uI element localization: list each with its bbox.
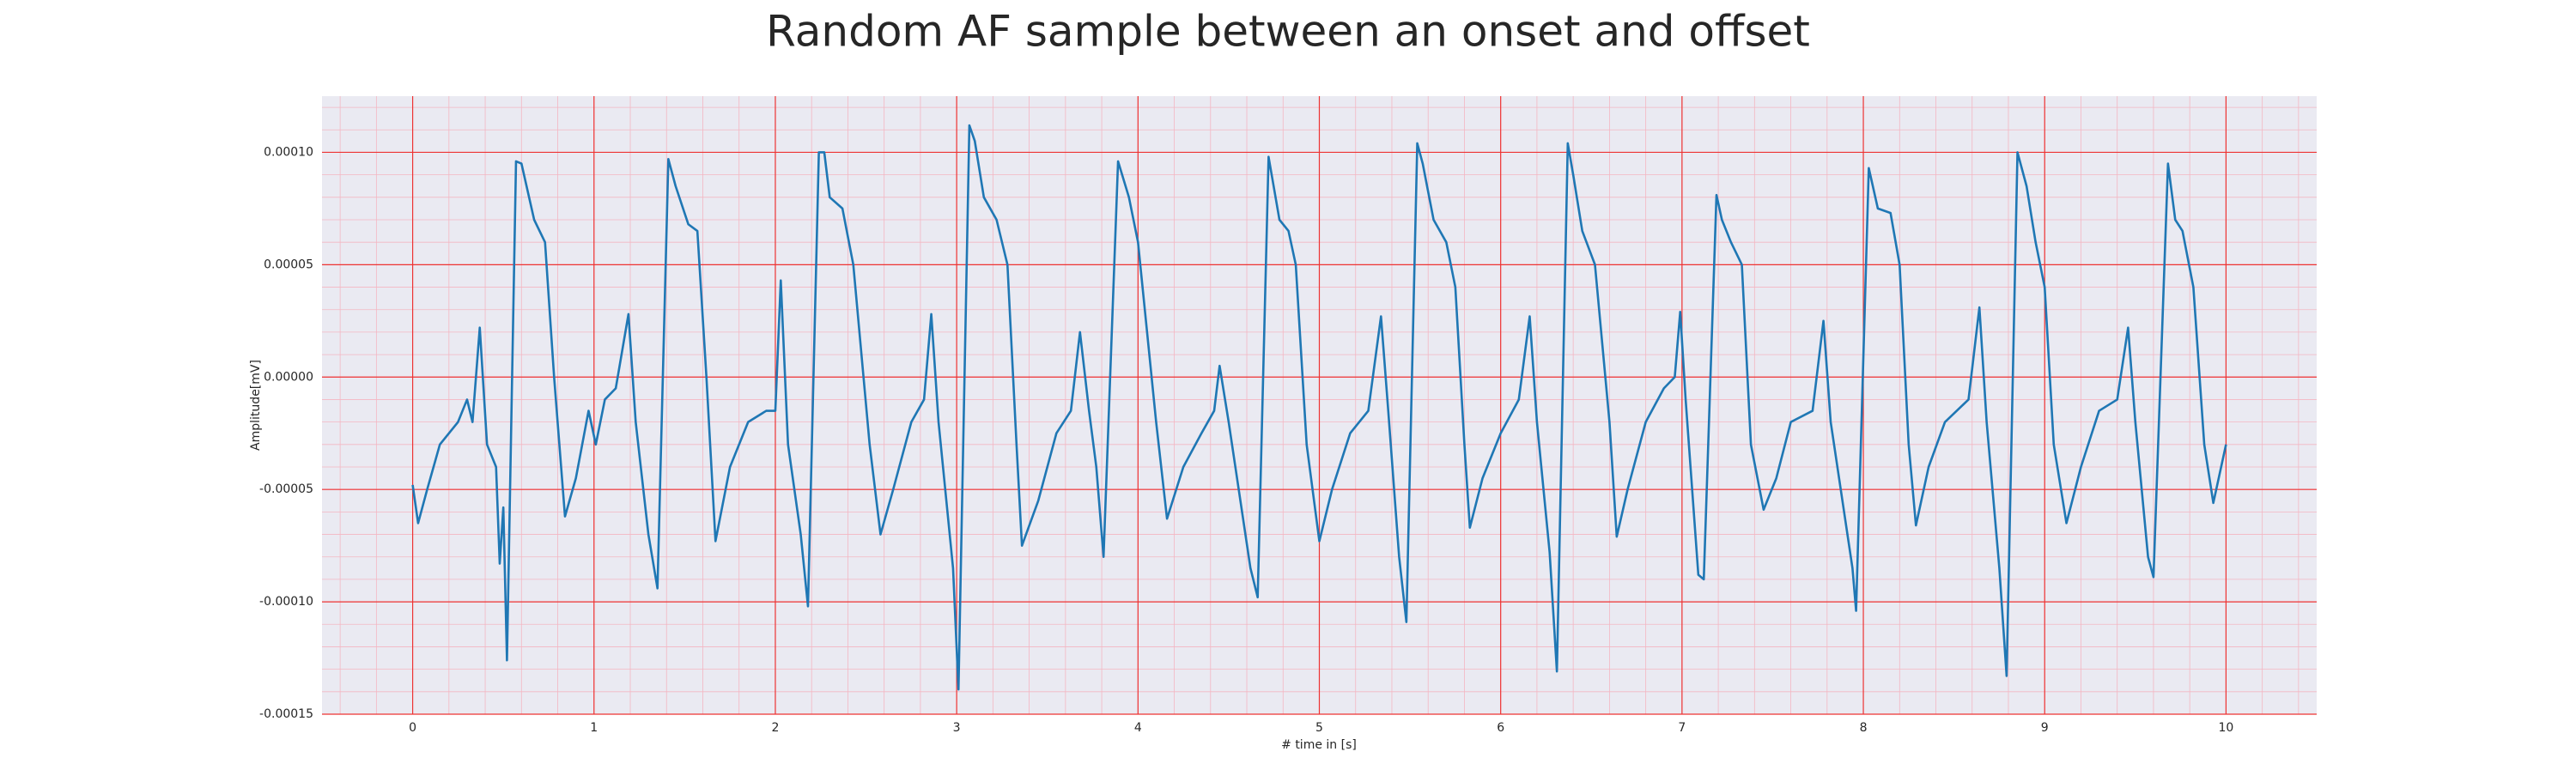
- x-axis-label: # time in [s]: [1281, 738, 1357, 752]
- signal-line: [411, 124, 2227, 691]
- chart-title: Random AF sample between an onset and of…: [766, 7, 1810, 57]
- major-grid: [322, 96, 2317, 715]
- x-tick-label: 7: [1678, 721, 1686, 735]
- y-tick-label: -0.00015: [259, 707, 313, 721]
- y-tick-label: -0.00005: [259, 482, 313, 496]
- y-axis-label: Amplitude[mV]: [249, 360, 263, 451]
- x-tick-label: 6: [1497, 721, 1504, 735]
- x-tick-label: 1: [590, 721, 598, 735]
- x-tick-label: 10: [2218, 721, 2233, 735]
- x-tick-label: 8: [1860, 721, 1868, 735]
- x-tick-label: 2: [771, 721, 779, 735]
- x-tick-label: 3: [953, 721, 961, 735]
- x-tick-label: 5: [1315, 721, 1323, 735]
- x-tick-label: 0: [409, 721, 416, 735]
- y-tick-label: 0.00005: [264, 258, 313, 271]
- x-tick-label: 4: [1134, 721, 1142, 735]
- y-tick-label: 0.00000: [264, 370, 313, 384]
- y-tick-label: -0.00010: [259, 595, 313, 609]
- y-tick-label: 0.00010: [264, 145, 313, 159]
- x-tick-label: 9: [2041, 721, 2049, 735]
